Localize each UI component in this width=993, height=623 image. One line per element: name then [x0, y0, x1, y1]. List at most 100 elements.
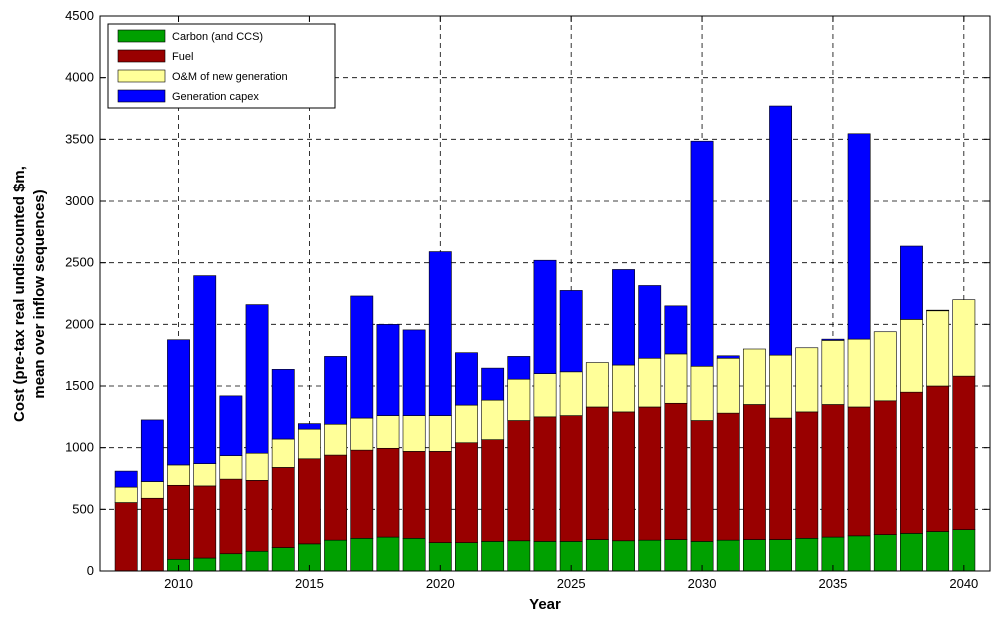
bar-segment: [455, 442, 478, 543]
bar-segment: [376, 536, 400, 572]
bar-segment: [900, 533, 923, 572]
bar-segment: [873, 400, 897, 535]
bar-segment: [559, 415, 583, 542]
bar-segment: [428, 251, 452, 416]
bar-segment: [297, 428, 321, 460]
bar-segment: [193, 275, 217, 464]
bar-segment: [742, 539, 766, 572]
bar-segment: [324, 356, 348, 425]
bar-segment: [271, 438, 295, 468]
bar-segment: [638, 285, 662, 359]
legend-swatch: [117, 29, 166, 43]
bar-segment: [245, 304, 269, 454]
bar-segment: [376, 415, 400, 449]
bar-segment: [245, 550, 269, 572]
x-tick-label: 2040: [949, 576, 978, 591]
bar-segment: [402, 415, 426, 452]
y-tick-label: 500: [72, 501, 94, 516]
bar-segment: [612, 269, 635, 366]
bar-segment: [690, 140, 714, 367]
bar-segment: [821, 338, 845, 341]
y-tick-label: 1000: [65, 440, 94, 455]
bar-segment: [926, 310, 950, 387]
bar-segment: [140, 497, 164, 572]
bar-segment: [900, 245, 923, 320]
bar-segment: [612, 411, 635, 542]
y-tick-label: 4000: [65, 70, 94, 85]
bar-segment: [821, 404, 845, 538]
bar-segment: [271, 369, 295, 440]
bar-segment: [219, 478, 243, 555]
bar-segment: [219, 395, 243, 456]
bar-segment: [952, 375, 976, 530]
y-tick-label: 1500: [65, 378, 94, 393]
bar-segment: [402, 538, 426, 572]
bar-segment: [167, 339, 190, 466]
x-tick-label: 2025: [557, 576, 586, 591]
bar-segment: [952, 529, 976, 572]
bar-segment: [376, 447, 400, 538]
bar-segment: [140, 419, 164, 482]
bar-segment: [455, 542, 478, 572]
bar-segment: [664, 305, 688, 355]
bar-segment: [114, 470, 138, 488]
x-tick-label: 2035: [818, 576, 847, 591]
bar-segment: [297, 423, 321, 430]
bar-segment: [271, 547, 295, 572]
bar-segment: [926, 531, 950, 572]
x-axis-label: Year: [529, 596, 561, 613]
legend-label: O&M of new generation: [172, 71, 288, 83]
bar-segment: [612, 540, 635, 572]
bar-segment: [350, 295, 374, 419]
bar-segment: [638, 357, 662, 408]
bar-segment: [140, 481, 164, 499]
bar-segment: [481, 399, 505, 440]
bar-segment: [481, 367, 505, 401]
bar-segment: [690, 420, 714, 542]
bar-segment: [350, 538, 374, 572]
bar-segment: [873, 534, 897, 572]
bar-segment: [507, 420, 531, 542]
bar-segment: [559, 371, 583, 416]
bar-segment: [167, 484, 190, 560]
plot-frame: [99, 15, 991, 572]
bar-segment: [533, 416, 557, 542]
bar-segment: [873, 331, 897, 402]
y-tick-label: 2000: [65, 316, 94, 331]
x-tick-label: 2010: [164, 576, 193, 591]
legend-swatch: [117, 89, 166, 103]
bar-segment: [847, 338, 871, 408]
bar-segment: [612, 364, 635, 413]
bar-segment: [402, 329, 426, 416]
bar-segment: [376, 324, 400, 416]
bar-segment: [402, 451, 426, 539]
bar-segment: [533, 373, 557, 418]
bar-segment: [716, 539, 740, 572]
bar-segment: [245, 480, 269, 552]
bar-segment: [638, 406, 662, 541]
bar-segment: [769, 105, 793, 356]
bar-segment: [716, 355, 740, 359]
bar-segment: [219, 455, 243, 480]
bar-segment: [455, 404, 478, 444]
bar-segment: [847, 406, 871, 537]
bar-segment: [324, 423, 348, 456]
bar-segment: [507, 378, 531, 421]
bar-segment: [114, 486, 138, 503]
bar-segment: [193, 485, 217, 559]
bar-segment: [638, 539, 662, 572]
y-tick-label: 4500: [65, 8, 94, 23]
legend-label: Carbon (and CCS): [172, 31, 263, 43]
bar-segment: [585, 539, 609, 572]
bar-segment: [533, 541, 557, 572]
y-tick-label: 2500: [65, 255, 94, 270]
bar-segment: [664, 402, 688, 540]
bar-segment: [428, 415, 452, 452]
bar-segment: [297, 458, 321, 545]
bar-segment: [926, 385, 950, 532]
legend-swatch: [117, 69, 166, 83]
bar-segment: [716, 412, 740, 541]
bar-segment: [742, 404, 766, 540]
bar-segment: [690, 365, 714, 421]
x-tick-label: 2030: [688, 576, 717, 591]
